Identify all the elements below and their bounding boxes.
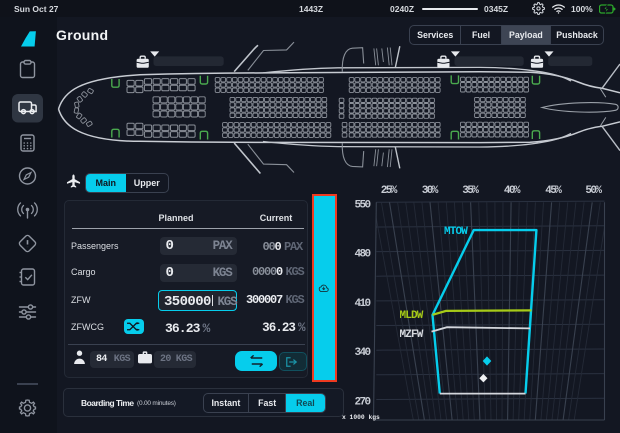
- svg-text:MTOW: MTOW: [444, 226, 468, 238]
- svg-text:50%: 50%: [585, 185, 602, 197]
- svg-text:MZFW: MZFW: [400, 329, 424, 341]
- svg-text:270: 270: [354, 397, 370, 409]
- svg-text:30%: 30%: [422, 185, 439, 197]
- svg-text:x 1000 kgs: x 1000 kgs: [342, 414, 380, 421]
- svg-text:480: 480: [354, 249, 370, 261]
- svg-text:MLDW: MLDW: [400, 310, 424, 322]
- svg-text:550: 550: [354, 199, 370, 211]
- svg-text:340: 340: [354, 347, 370, 359]
- svg-text:35%: 35%: [462, 185, 479, 197]
- svg-text:410: 410: [354, 298, 370, 310]
- svg-text:45%: 45%: [545, 185, 562, 197]
- svg-text:40%: 40%: [504, 185, 521, 197]
- svg-text:25%: 25%: [381, 185, 398, 197]
